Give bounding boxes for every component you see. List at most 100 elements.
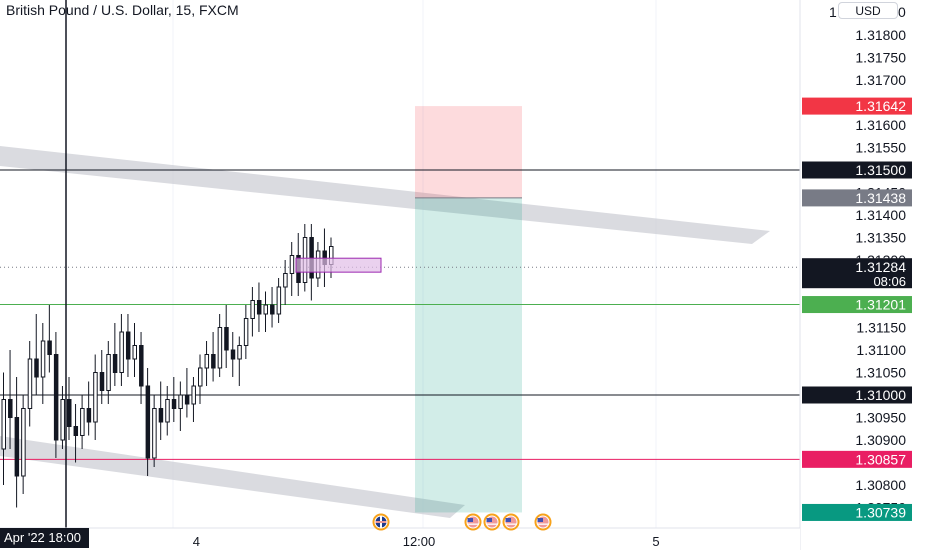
candle-body: [198, 367, 203, 387]
candle-body: [191, 385, 196, 405]
us-event-icon[interactable]: [534, 513, 552, 531]
candle: [112, 323, 118, 386]
candle-body: [204, 354, 210, 369]
flag-stripe: [486, 523, 498, 525]
candle-body: [60, 399, 65, 441]
candle-body: [67, 399, 72, 427]
price-tag: 1.30739: [802, 503, 912, 521]
candle: [263, 291, 268, 332]
candle: [86, 381, 92, 436]
candle-body: [53, 354, 59, 441]
rectangle-drawing[interactable]: [295, 257, 382, 273]
candle-body: [217, 327, 223, 369]
candle: [283, 260, 288, 305]
candle-body: [230, 349, 236, 360]
candle-body: [86, 408, 92, 423]
flag-canton: [537, 518, 543, 522]
candle-body: [243, 318, 249, 346]
candle: [27, 341, 33, 427]
candle-body: [171, 399, 177, 409]
time-tick-label: 12:00: [403, 534, 436, 549]
candle-body: [119, 331, 124, 373]
price-tick-label: 0: [898, 4, 906, 20]
short-position-tool[interactable]: [415, 106, 522, 513]
economic-event-icons[interactable]: [372, 513, 552, 531]
flag-canton: [486, 518, 492, 522]
candle-body: [73, 426, 79, 436]
candle: [165, 386, 170, 436]
candle: [8, 350, 13, 449]
candle-body: [99, 372, 105, 391]
candle: [250, 287, 255, 337]
candle: [270, 287, 275, 328]
candle: [119, 314, 124, 386]
price-tick-label: 1.30800: [855, 477, 906, 493]
time-tick-label: 5: [652, 534, 659, 549]
uk-event-icon[interactable]: [372, 513, 390, 531]
highlight-rectangle[interactable]: [295, 257, 382, 273]
candle-body: [283, 273, 288, 288]
channel-upper-band: [0, 146, 770, 244]
candle-body: [21, 408, 26, 477]
candle: [289, 242, 295, 296]
price-tag-bg: [802, 189, 912, 207]
price-tag-label: 1.31201: [855, 297, 906, 313]
candle: [53, 332, 59, 458]
candle-body: [178, 394, 183, 409]
price-tick-label: 1.31550: [855, 140, 906, 156]
candle: [80, 395, 85, 449]
candle-body: [139, 345, 144, 387]
take-profit-zone[interactable]: [415, 197, 522, 513]
candle: [93, 354, 98, 440]
price-tag-label: 1.31000: [855, 387, 906, 403]
candle-body: [125, 331, 131, 360]
candle-body: [289, 255, 295, 274]
price-tag-bg: [802, 386, 912, 404]
candle-body: [256, 300, 262, 315]
candle-body: [237, 345, 242, 360]
candle-body: [276, 286, 282, 315]
candle: [184, 368, 190, 418]
candle: [40, 323, 46, 404]
flag-cross-red: [375, 521, 387, 523]
price-tag-bg: [802, 97, 912, 115]
chart-title: British Pound / U.S. Dollar, 15, FXCM: [6, 2, 239, 18]
candle: [158, 381, 164, 440]
candle: [211, 332, 216, 382]
price-tick-label: 1.31150: [856, 320, 906, 336]
horizontal-lines: [0, 169, 800, 460]
price-tag-label: 1.31500: [855, 162, 906, 178]
candle: [132, 323, 137, 377]
us-event-icon[interactable]: [483, 513, 501, 531]
us-event-icon[interactable]: [502, 513, 520, 531]
price-tag: 1.31500: [802, 161, 912, 179]
price-tag-bg: [802, 296, 912, 314]
channel-lower-band: [0, 436, 465, 518]
us-event-icon[interactable]: [464, 513, 482, 531]
candle-body: [34, 358, 39, 378]
price-tag-bg: [802, 258, 912, 289]
candle-body: [27, 358, 33, 409]
price-tag-label: 1.30857: [855, 451, 906, 467]
price-tag: 1.31438: [802, 189, 912, 207]
candle-body: [112, 354, 118, 373]
currency-button[interactable]: USD: [838, 2, 898, 19]
candle: [243, 305, 249, 359]
flag-stripe: [467, 523, 479, 525]
candle-body: [14, 417, 20, 477]
stop-loss-zone[interactable]: [415, 106, 522, 198]
price-tick-label: 1.31800: [855, 27, 906, 43]
candle: [99, 350, 105, 404]
candle-body: [132, 345, 137, 360]
candle: [21, 395, 26, 494]
candle: [67, 377, 72, 440]
price-tick-label: 1.31750: [855, 50, 906, 66]
candle: [60, 386, 65, 449]
candle: [14, 377, 20, 508]
time-axis[interactable]: 4 12:00 5: [0, 527, 800, 550]
candle: [139, 332, 144, 404]
candle: [152, 395, 157, 467]
candle: [217, 314, 223, 377]
